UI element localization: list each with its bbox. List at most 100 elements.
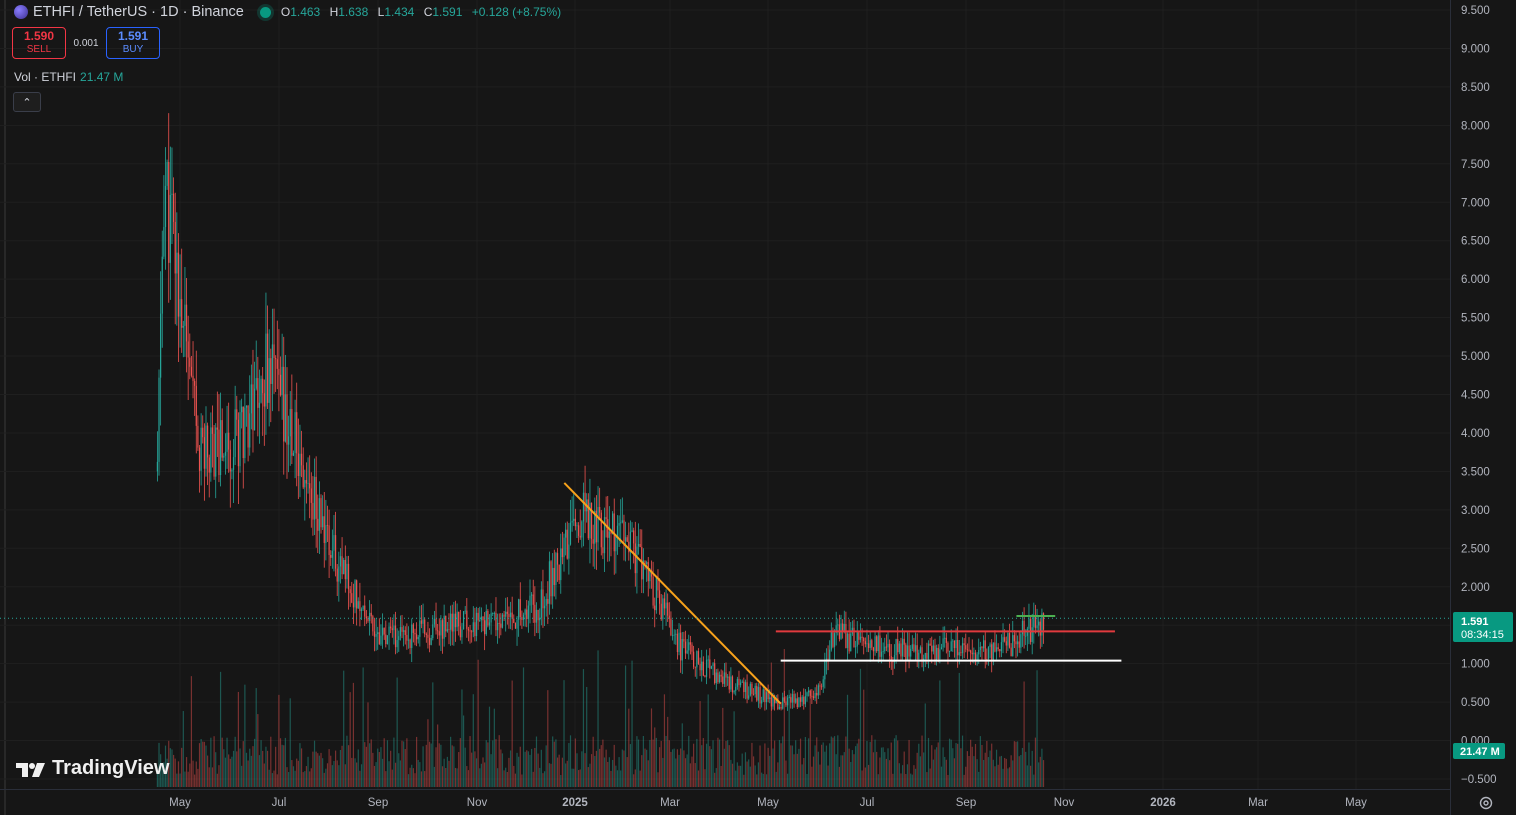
candle-body [970, 650, 972, 653]
candle-body [365, 616, 367, 619]
settings-gear-icon[interactable] [1478, 795, 1494, 811]
volume-bar [433, 766, 436, 787]
candle-body [1038, 621, 1040, 626]
volume-bar [411, 764, 413, 787]
volume-bar [660, 740, 662, 787]
candle-body [577, 525, 580, 536]
candle-body [642, 560, 644, 580]
volume-bar [435, 747, 437, 787]
volume-bar [739, 765, 742, 787]
volume-bar [472, 694, 474, 787]
volume-bar [307, 756, 309, 787]
candle-body [313, 476, 316, 520]
volume-bar [590, 754, 593, 787]
volume-bar [628, 708, 630, 787]
drawings[interactable] [563, 482, 1122, 705]
candle-body [702, 661, 704, 676]
volume-bar [676, 749, 679, 787]
price-tick: 3.500 [1461, 466, 1490, 478]
volume-bar [300, 748, 303, 787]
volume-bar [783, 649, 785, 787]
candle-body [573, 518, 575, 521]
candle-body [312, 502, 314, 520]
candle-body [733, 690, 735, 693]
volume-bar [253, 738, 256, 787]
volume-bar [791, 745, 794, 787]
volume-bar [284, 737, 286, 787]
volume-bar [548, 763, 551, 787]
volume-bar [283, 745, 285, 787]
candle-body [897, 639, 899, 653]
volume-bar [266, 750, 269, 787]
candle-body [275, 358, 277, 360]
candle-body [876, 636, 878, 652]
volume-bar [394, 762, 397, 787]
candle-body [279, 374, 282, 396]
candle-body [505, 611, 507, 617]
candle-body [299, 453, 301, 476]
volume-bar [378, 752, 380, 787]
candle-body [710, 666, 713, 669]
tradingview-logo[interactable]: TradingView [16, 757, 169, 780]
price-axis[interactable]: 9.500 9.000 8.500 8.000 7.500 7.000 6.500 6.000… [1461, 5, 1497, 786]
price-tick: 9.500 [1461, 5, 1490, 17]
candle-body [699, 663, 701, 671]
volume-bar [803, 757, 805, 787]
volume-bar [727, 740, 729, 787]
candle-body [981, 646, 983, 649]
volume-bar [573, 768, 575, 787]
volume-bar [1005, 758, 1007, 787]
candle-body [636, 546, 638, 574]
collapse-legend-button[interactable]: ⌃ [13, 92, 41, 112]
volume-bar [226, 737, 228, 787]
candle-body [748, 695, 750, 699]
candle-body [1004, 637, 1006, 642]
volume-bar [715, 768, 717, 787]
volume-bar [1034, 737, 1037, 787]
candle-body [414, 632, 416, 635]
candle-body [650, 570, 653, 577]
volume-bar [853, 754, 855, 787]
candle-body [160, 313, 162, 378]
volume-bar [921, 735, 923, 787]
volume-bar [811, 766, 813, 787]
candle-body [960, 652, 962, 654]
candle-body [524, 609, 526, 615]
volume-bar [705, 743, 708, 787]
candle-body [357, 601, 359, 609]
candle-body [464, 610, 466, 612]
candle-body [600, 512, 602, 548]
volume-bar [158, 742, 160, 787]
volume-bar [616, 770, 619, 787]
candle-body [467, 628, 470, 631]
volume-bar [430, 743, 432, 787]
buy-button[interactable]: 1.591 BUY [106, 27, 160, 59]
sell-button[interactable]: 1.590 SELL [12, 27, 66, 59]
volume-bar [1021, 747, 1024, 787]
volume-bar [662, 757, 664, 787]
candle-body [667, 602, 669, 616]
volume-bar [184, 771, 186, 787]
volume-legend[interactable]: Vol · ETHFI 21.47 M [14, 70, 123, 84]
volume-bar [356, 762, 358, 787]
volume-bar [349, 692, 351, 787]
volume-bar [702, 738, 704, 787]
symbol-title[interactable]: ETHFI / TetherUS · 1D · Binance [33, 4, 244, 20]
time-axis[interactable]: May Jul Sep Nov 2025 Mar May Jul Sep Nov 2026 Mar Ma… [169, 797, 1367, 809]
volume-bar [665, 735, 667, 787]
volume-bar [412, 768, 414, 787]
candle-body [163, 227, 165, 257]
volume-bar [777, 762, 779, 787]
candle-body [822, 679, 824, 687]
candle-body [1042, 613, 1045, 630]
volume-bar [1033, 774, 1035, 787]
volume-bar [639, 770, 641, 787]
candle-body [289, 409, 291, 437]
market-status-icon[interactable] [259, 6, 271, 18]
candle-body [957, 639, 959, 656]
volume-bar [174, 758, 176, 787]
time-tick: Nov [467, 797, 488, 809]
trend-line [563, 482, 782, 705]
volume-bar [890, 742, 892, 787]
